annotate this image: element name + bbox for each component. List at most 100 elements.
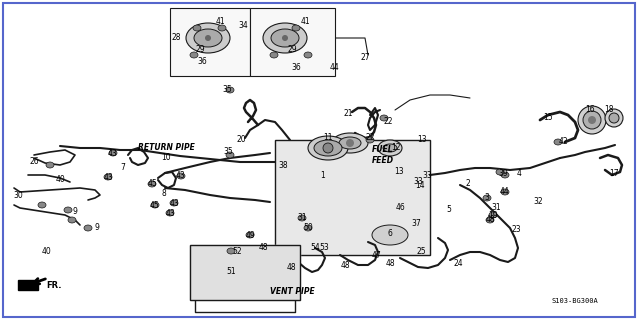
Text: 9: 9 [73,206,77,215]
Text: 43: 43 [165,209,175,218]
Text: 12: 12 [391,143,401,153]
Text: 51: 51 [226,267,236,276]
Polygon shape [190,245,300,300]
Text: 52: 52 [232,246,242,255]
Text: 45: 45 [147,180,157,188]
Ellipse shape [166,210,174,216]
Text: 48: 48 [286,262,296,271]
Ellipse shape [218,25,226,31]
Circle shape [605,109,623,127]
Text: 41: 41 [215,18,225,27]
Text: 47: 47 [372,251,382,260]
Ellipse shape [304,52,312,58]
Text: 13: 13 [394,166,404,175]
Text: 13: 13 [417,135,427,145]
Circle shape [346,139,354,147]
Ellipse shape [193,25,201,31]
Text: 53: 53 [319,243,329,252]
Ellipse shape [378,140,402,156]
Text: 36: 36 [291,63,301,73]
Ellipse shape [486,217,494,223]
Text: 44: 44 [500,188,510,196]
Ellipse shape [104,174,112,180]
Text: 27: 27 [360,53,370,62]
Ellipse shape [380,115,388,121]
Text: 45: 45 [150,201,160,210]
Ellipse shape [46,162,54,168]
Ellipse shape [177,173,185,179]
Text: 38: 38 [278,161,288,170]
Circle shape [583,111,601,129]
Text: 22: 22 [365,132,375,141]
Text: 19: 19 [488,211,498,220]
Text: 33: 33 [422,172,432,180]
Text: 8: 8 [161,189,167,198]
Ellipse shape [186,23,230,53]
Text: 23: 23 [511,226,521,235]
Text: 9: 9 [94,223,100,233]
Text: 29: 29 [287,44,297,53]
Ellipse shape [483,195,491,201]
Ellipse shape [194,29,222,47]
Text: 11: 11 [323,133,333,142]
Ellipse shape [372,225,408,245]
Text: 2: 2 [466,179,470,188]
Bar [250,8,335,76]
Ellipse shape [68,217,76,223]
Text: 22: 22 [383,117,393,126]
Text: 30: 30 [13,191,23,201]
Ellipse shape [170,200,178,206]
Ellipse shape [496,169,504,175]
Text: 48: 48 [258,244,268,252]
Text: 48: 48 [385,259,395,268]
Text: 54: 54 [310,243,320,252]
Text: 37: 37 [411,220,421,228]
Bar [190,245,300,300]
Text: 26: 26 [29,157,39,166]
Ellipse shape [308,136,348,160]
Text: 34: 34 [238,21,248,30]
Bar [170,8,250,76]
Ellipse shape [263,23,307,53]
Circle shape [323,143,333,153]
Text: 43: 43 [169,198,179,207]
Ellipse shape [227,248,235,254]
Ellipse shape [501,172,509,178]
Text: FUEL
FEED: FUEL FEED [372,145,394,165]
Text: 42: 42 [558,138,568,147]
Ellipse shape [270,52,278,58]
Ellipse shape [38,202,46,208]
Text: 7: 7 [121,163,126,172]
Polygon shape [18,280,38,290]
Ellipse shape [226,87,234,93]
Text: 16: 16 [585,105,595,114]
Ellipse shape [339,137,361,149]
Circle shape [578,106,606,134]
Text: 20: 20 [236,135,246,145]
Ellipse shape [314,140,342,156]
Text: 46: 46 [396,204,406,212]
Text: 41: 41 [300,18,310,27]
Ellipse shape [148,181,156,187]
Text: 35: 35 [222,85,232,94]
Text: 28: 28 [171,34,181,43]
Ellipse shape [190,52,198,58]
Text: 3: 3 [485,194,489,203]
Text: 43: 43 [103,172,113,181]
Text: 44: 44 [329,63,339,73]
Text: 14: 14 [415,181,425,190]
Text: 35: 35 [223,148,233,156]
Text: 40: 40 [42,246,52,255]
Text: 18: 18 [604,105,614,114]
Text: 24: 24 [453,260,463,268]
Text: 31: 31 [297,213,307,222]
Circle shape [609,113,619,123]
Text: 43: 43 [108,148,118,157]
Circle shape [588,116,596,124]
Text: 31: 31 [491,204,501,212]
Text: S103-BG300A: S103-BG300A [551,298,598,304]
Text: 1: 1 [321,171,325,180]
Text: RETURN PIPE: RETURN PIPE [138,143,195,153]
Text: FR.: FR. [46,282,61,291]
Text: 39: 39 [498,169,508,178]
